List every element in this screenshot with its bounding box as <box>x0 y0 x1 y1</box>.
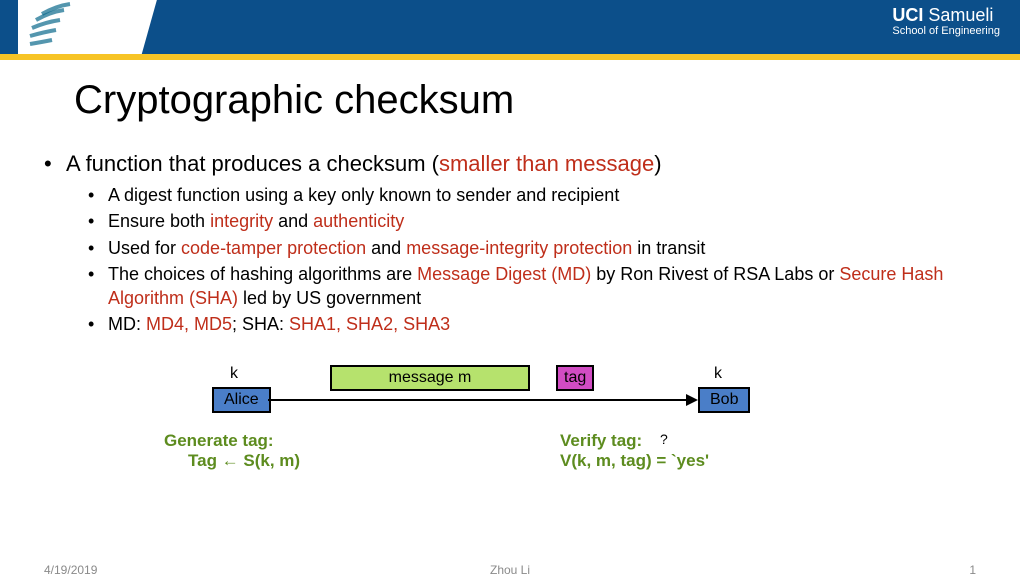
footer-date: 4/19/2019 <box>44 563 97 577</box>
sub-bullet: MD: MD4, MD5; SHA: SHA1, SHA2, SHA3 <box>66 312 976 336</box>
sub-bullet: Ensure both integrity and authenticity <box>66 209 976 233</box>
verify-eq: V(k, m, tag) = `yes' <box>560 451 709 471</box>
bullet-main: A function that produces a checksum (sma… <box>44 151 976 337</box>
k-left-label: k <box>230 365 238 383</box>
slide-title: Cryptographic checksum <box>74 78 976 123</box>
bullet-list: A function that produces a checksum (sma… <box>44 151 976 337</box>
sub-bullet: The choices of hashing algorithms are Me… <box>66 262 976 311</box>
school-subtitle: School of Engineering <box>892 26 1000 37</box>
slide-content: Cryptographic checksum A function that p… <box>0 60 1020 445</box>
slide-header: UCI Samueli School of Engineering <box>0 0 1020 60</box>
message-box: message m <box>330 365 530 391</box>
alice-node: Alice <box>212 387 271 413</box>
footer-page: 1 <box>969 563 976 577</box>
sub-bullet-list: A digest function using a key only known… <box>66 183 976 337</box>
mac-diagram: k k Alice Bob message m tag Generate tag… <box>190 365 830 445</box>
footer-author: Zhou Li <box>490 563 530 577</box>
sub-bullet: Used for code-tamper protection and mess… <box>66 236 976 260</box>
school-name-bold: UCI <box>892 5 923 25</box>
arrow-head-icon <box>686 394 698 406</box>
school-logo: UCI Samueli School of Engineering <box>892 6 1000 37</box>
k-right-label: k <box>714 365 722 383</box>
bob-node: Bob <box>698 387 750 413</box>
question-mark: ? <box>660 431 668 447</box>
rays-icon <box>24 2 84 50</box>
arrow-line <box>268 399 686 401</box>
sub-bullet: A digest function using a key only known… <box>66 183 976 207</box>
verify-title: Verify tag: <box>560 431 642 451</box>
university-logo <box>18 0 158 56</box>
tag-box: tag <box>556 365 594 391</box>
generate-title: Generate tag: <box>164 431 274 451</box>
school-name-rest: Samueli <box>923 5 993 25</box>
generate-eq: Tag ← S(k, m) <box>188 451 300 471</box>
header-accent-bar <box>0 54 1020 60</box>
